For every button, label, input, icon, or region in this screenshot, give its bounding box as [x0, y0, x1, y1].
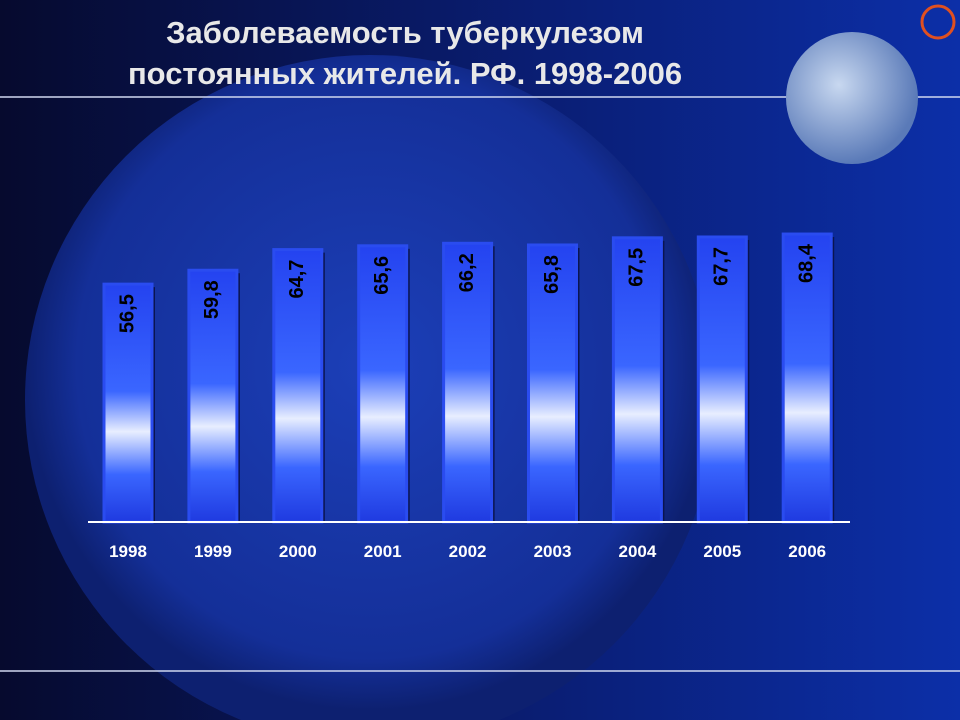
chart-title: постоянных жителей. РФ. 1998-2006	[128, 56, 682, 91]
bar	[611, 236, 663, 524]
x-tick-label: 2005	[703, 542, 741, 561]
chart-title: Заболеваемость туберкулезом	[166, 15, 644, 50]
logo-globe	[786, 32, 918, 164]
x-tick-label: 2003	[534, 542, 572, 561]
value-label: 66,2	[456, 253, 478, 292]
x-tick-label: 1998	[109, 542, 147, 561]
value-label: 67,7	[711, 247, 733, 286]
value-label: 65,8	[541, 255, 563, 294]
bar	[357, 244, 409, 524]
x-tick-label: 2000	[279, 542, 317, 561]
bar	[187, 268, 239, 524]
value-label: 59,8	[201, 280, 223, 319]
bar	[696, 235, 748, 524]
bar	[527, 243, 578, 524]
x-tick-label: 2002	[449, 542, 487, 561]
value-label: 65,6	[371, 256, 393, 295]
bar	[102, 282, 154, 524]
bar	[272, 248, 324, 524]
value-label: 67,5	[626, 248, 648, 287]
x-tick-label: 2004	[618, 542, 656, 561]
x-tick-label: 2006	[788, 542, 826, 561]
bar	[781, 232, 833, 524]
plot: 56,5 1998 59,8 1999 64,7 2000 65,6 2001 66,2 2002…	[102, 232, 835, 561]
x-tick-label: 2001	[364, 542, 402, 561]
value-label: 64,7	[286, 260, 308, 299]
value-label: 68,4	[795, 243, 817, 283]
value-label: 56,5	[116, 294, 138, 333]
logo-emblem	[920, 4, 956, 40]
x-tick-label: 1999	[194, 542, 232, 561]
